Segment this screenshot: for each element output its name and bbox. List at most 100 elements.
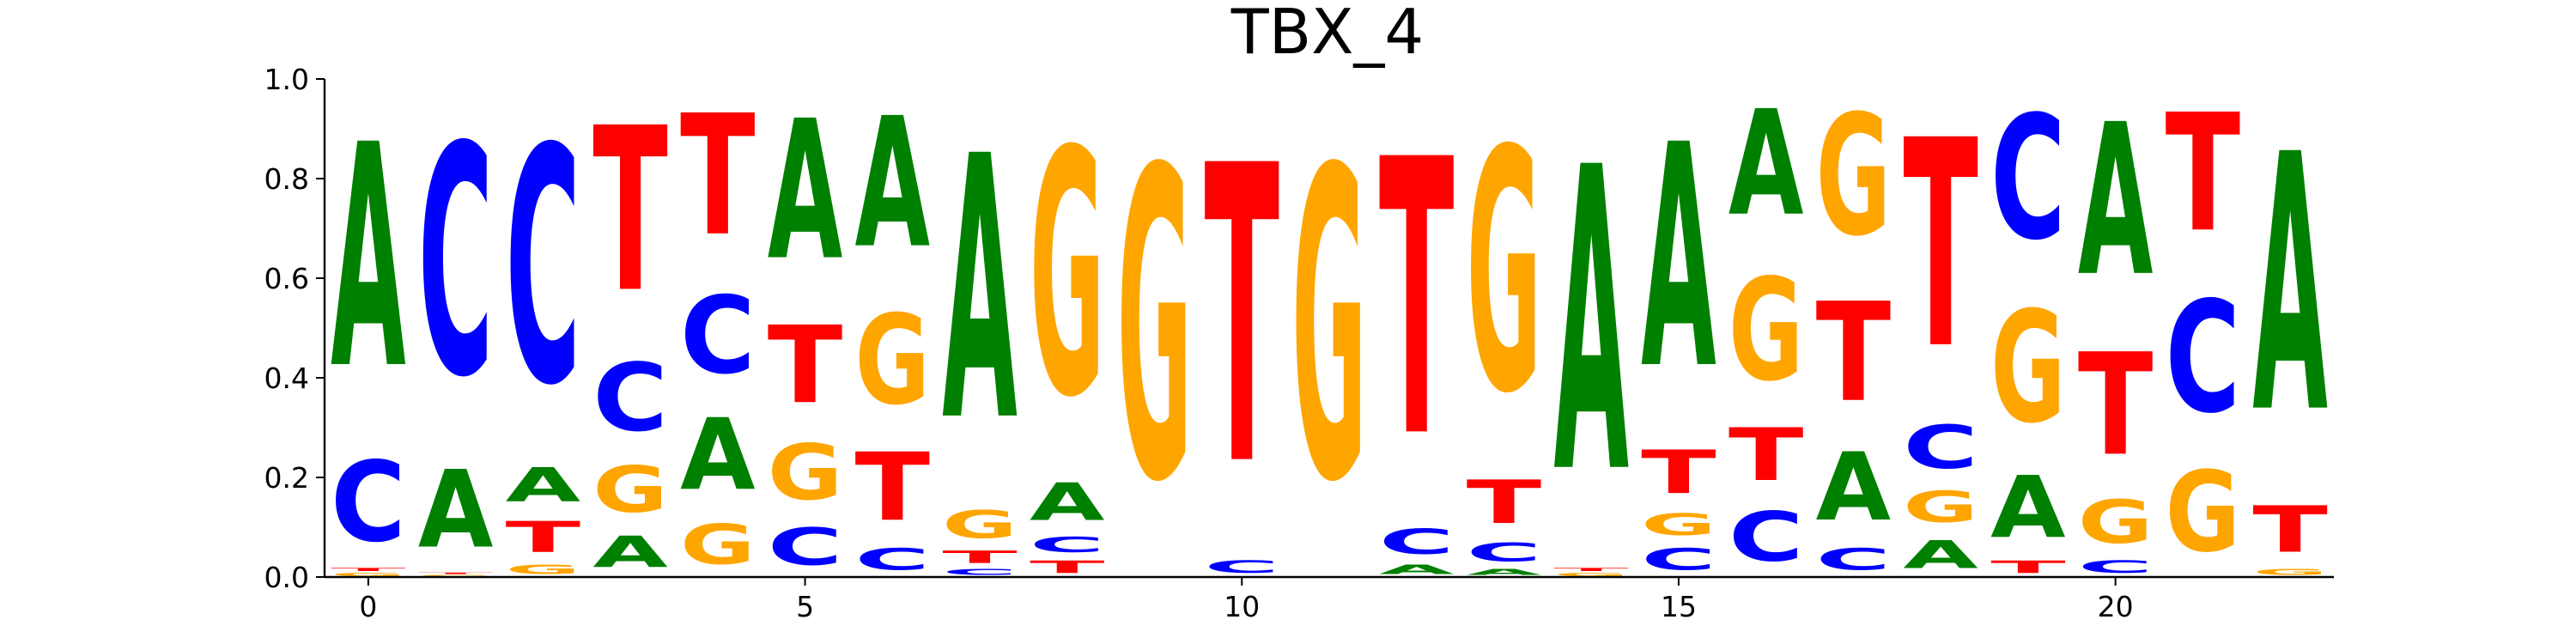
letter-A-pos-19: A bbox=[1990, 459, 2065, 558]
letter-T-pos-1: T bbox=[418, 572, 494, 574]
letter-G-pos-16: G bbox=[1728, 249, 1803, 413]
letter-G-pos-17: G bbox=[1816, 79, 1891, 272]
letter-T-pos-6: T bbox=[855, 434, 930, 542]
letter-C-pos-3: C bbox=[592, 343, 668, 453]
letter-T-pos-13: T bbox=[1467, 468, 1541, 538]
letter-G-pos-21: G bbox=[2166, 447, 2240, 576]
letter-C-pos-0: C bbox=[331, 439, 405, 567]
letter-T-pos-5: T bbox=[768, 303, 842, 427]
letter-T-pos-16: T bbox=[1728, 413, 1803, 498]
letter-A-pos-8: A bbox=[1030, 473, 1105, 532]
letter-C-pos-5: C bbox=[768, 518, 842, 577]
letter-C-pos-12: C bbox=[1379, 522, 1454, 562]
letter-T-pos-10: T bbox=[1205, 82, 1280, 556]
letter-G-pos-19: G bbox=[1990, 279, 2065, 458]
letter-A-pos-6: A bbox=[855, 80, 930, 288]
letter-G-pos-6: G bbox=[855, 289, 930, 432]
letter-A-pos-5: A bbox=[768, 80, 842, 303]
letter-T-pos-2: T bbox=[506, 513, 580, 562]
letter-A-pos-1: A bbox=[418, 448, 494, 572]
letter-T-pos-4: T bbox=[680, 80, 756, 273]
letter-G-pos-13: G bbox=[1467, 80, 1541, 466]
letter-C-pos-8: C bbox=[1030, 532, 1104, 557]
logo-column-9: G bbox=[1117, 80, 1192, 576]
letter-C-pos-17: C bbox=[1816, 543, 1891, 577]
letter-G-pos-20: G bbox=[2078, 489, 2153, 557]
x-tick-label: 0 bbox=[359, 590, 377, 623]
letter-C-pos-19: C bbox=[1990, 79, 2065, 277]
letter-A-pos-7: A bbox=[942, 80, 1018, 501]
letter-A-pos-20: A bbox=[2078, 79, 2153, 322]
letter-A-pos-2: A bbox=[506, 458, 581, 512]
letter-G-pos-15: G bbox=[1641, 507, 1716, 543]
y-tick-label: 0.0 bbox=[264, 561, 309, 594]
letter-G-pos-11: G bbox=[1291, 80, 1366, 576]
letter-C-pos-7: C bbox=[942, 567, 1017, 577]
y-tick-label: 0.2 bbox=[264, 461, 309, 495]
x-tick-label: 15 bbox=[1661, 590, 1697, 623]
letter-C-pos-18: C bbox=[1903, 413, 1978, 483]
letter-A-pos-0: A bbox=[331, 81, 406, 437]
letter-C-pos-20: C bbox=[2078, 557, 2153, 577]
letter-G-pos-2: G bbox=[506, 562, 580, 577]
letter-T-pos-18: T bbox=[1903, 80, 1978, 412]
letter-C-pos-16: C bbox=[1728, 497, 1803, 576]
letter-T-pos-14: T bbox=[1553, 567, 1629, 572]
logo-column-14: GTA bbox=[1553, 82, 1629, 577]
letter-C-pos-21: C bbox=[2166, 269, 2240, 447]
letter-A-pos-18: A bbox=[1903, 532, 1978, 577]
letter-G-pos-9: G bbox=[1117, 80, 1192, 576]
letter-A-pos-22: A bbox=[2252, 81, 2328, 492]
letter-G-pos-5: G bbox=[768, 428, 842, 517]
letter-G-pos-7: G bbox=[942, 503, 1017, 548]
letter-G-pos-18: G bbox=[1903, 483, 1978, 532]
logo-column-22: GTA bbox=[2252, 81, 2328, 577]
letter-C-pos-13: C bbox=[1467, 538, 1541, 568]
x-tick-label: 5 bbox=[796, 590, 814, 623]
letter-C-pos-10: C bbox=[1205, 557, 1279, 577]
letter-T-pos-22: T bbox=[2252, 493, 2327, 568]
letter-C-pos-15: C bbox=[1641, 543, 1716, 577]
letter-C-pos-4: C bbox=[680, 273, 755, 398]
letter-A-pos-14: A bbox=[1553, 82, 1629, 567]
letter-T-pos-12: T bbox=[1379, 79, 1455, 521]
letter-G-pos-22: G bbox=[2252, 567, 2327, 577]
logo-column-11: G bbox=[1291, 80, 1366, 576]
letter-G-pos-14: G bbox=[1553, 572, 1628, 577]
x-tick-label: 10 bbox=[1224, 590, 1260, 623]
logo-column-21: GCT bbox=[2166, 80, 2241, 577]
letter-T-pos-21: T bbox=[2166, 80, 2241, 269]
letter-T-pos-15: T bbox=[1641, 438, 1716, 507]
letter-C-pos-2: C bbox=[506, 80, 580, 456]
axes: 0.0 0.2 0.4 0.6 0.8 1.0 0 5 10 15 20 bbox=[264, 63, 2334, 623]
y-tick-label: 0.6 bbox=[264, 262, 309, 295]
letter-G-pos-0: G bbox=[331, 572, 405, 577]
letter-C-pos-1: C bbox=[418, 81, 493, 447]
letter-G-pos-1: G bbox=[418, 574, 493, 577]
letter-A-pos-13: A bbox=[1467, 567, 1541, 576]
chart-title: TBX_4 bbox=[1230, 0, 1425, 68]
letter-A-pos-16: A bbox=[1728, 80, 1803, 248]
letter-T-pos-7: T bbox=[942, 547, 1018, 567]
letter-T-pos-17: T bbox=[1816, 274, 1891, 433]
letter-C-pos-6: C bbox=[855, 543, 930, 577]
letter-T-pos-20: T bbox=[2078, 324, 2153, 487]
letter-T-pos-19: T bbox=[1990, 557, 2066, 577]
y-tick-label: 0.4 bbox=[264, 361, 309, 395]
letter-T-pos-0: T bbox=[331, 567, 406, 572]
